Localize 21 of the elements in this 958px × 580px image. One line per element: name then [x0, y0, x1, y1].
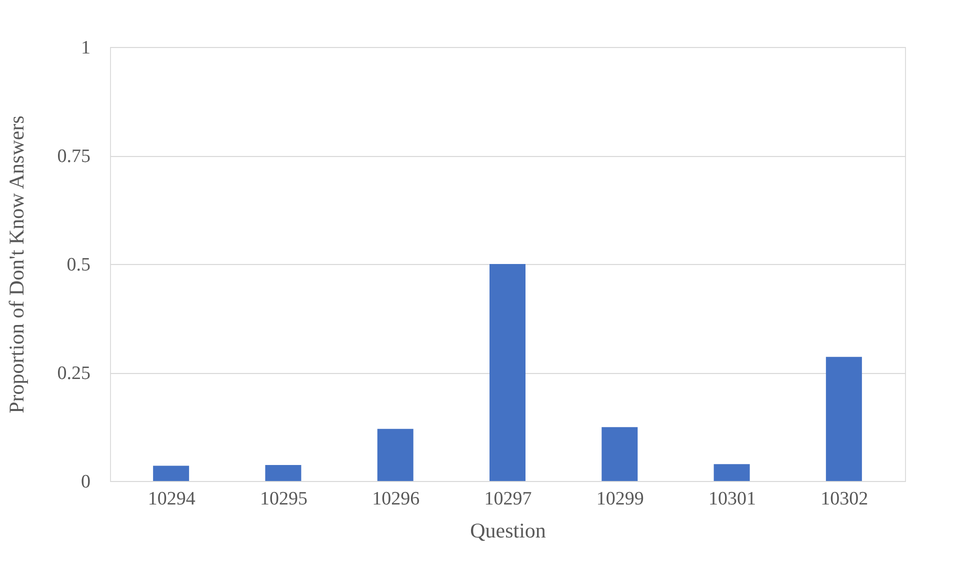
- bar: [153, 466, 190, 481]
- y-tick-label: 1: [81, 38, 90, 58]
- x-axis-title: Question: [470, 518, 546, 542]
- bar: [265, 464, 302, 481]
- bar: [377, 428, 414, 481]
- y-axis-title: Proportion of Don't Know Answers: [4, 116, 28, 414]
- x-tick-label: 10297: [484, 488, 532, 510]
- y-tick-label: 0: [81, 472, 90, 492]
- y-tick-label: 0.25: [57, 363, 90, 384]
- y-tick-label: 0.5: [66, 254, 90, 276]
- x-tick-label: 10296: [372, 488, 420, 510]
- x-tick-label: 10302: [820, 488, 868, 510]
- x-tick-label: 10294: [148, 488, 196, 510]
- x-tick-label: 10295: [260, 488, 308, 510]
- bar: [826, 356, 862, 481]
- x-tick-label: 10301: [708, 488, 756, 510]
- bar: [714, 464, 750, 481]
- bar: [602, 427, 638, 481]
- y-tick-label: 0.75: [57, 146, 90, 167]
- x-tick-label: 10299: [596, 488, 644, 510]
- bar: [490, 264, 526, 481]
